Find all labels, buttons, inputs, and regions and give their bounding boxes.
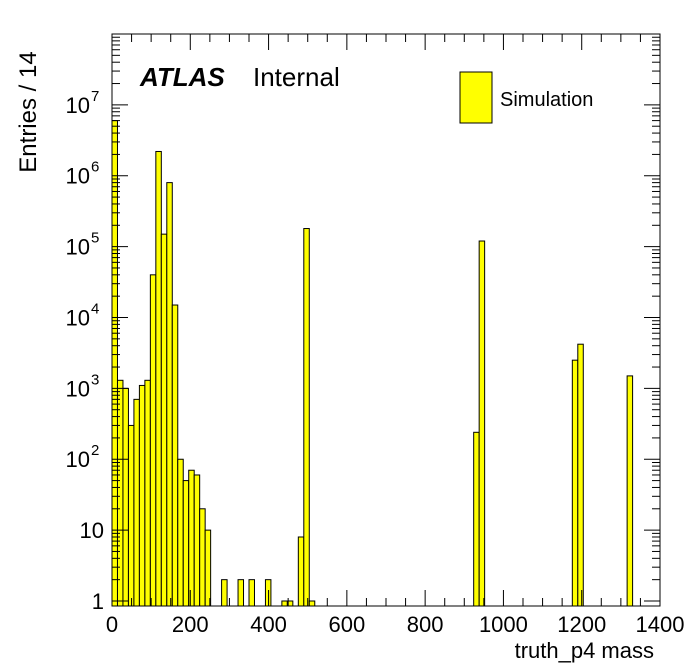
x-tick-label: 200 — [172, 612, 209, 637]
y-tick-label: 10 5 — [66, 230, 100, 260]
y-tick-label: 10 — [80, 518, 104, 543]
y-tick-label: 10 3 — [66, 371, 100, 401]
histogram-bar — [171, 304, 179, 607]
histogram-bar — [473, 431, 480, 607]
y-tick-label-base: 10 — [66, 376, 90, 401]
y-tick-label-base: 10 — [66, 164, 90, 189]
x-tick-label: 600 — [328, 612, 365, 637]
histogram-bar — [149, 274, 157, 607]
y-tick-label: 10 7 — [66, 88, 100, 118]
y-tick-label: 1 — [92, 589, 104, 614]
histogram-bar — [182, 480, 190, 607]
y-tick-label: 10 6 — [66, 159, 100, 189]
y-tick-label-base: 10 — [66, 93, 90, 118]
histogram-bar — [303, 228, 310, 607]
y-tick-label-exponent: 3 — [91, 371, 99, 388]
legend-swatch — [459, 71, 493, 124]
y-tick-label-base: 10 — [80, 518, 104, 543]
histogram-bar — [221, 579, 228, 607]
x-tick-labels: 0 200 400 600 800 1000 1200 1400 — [106, 612, 685, 637]
histogram-bar — [204, 529, 212, 607]
histogram-bar — [281, 600, 288, 607]
x-tick-label: 1400 — [636, 612, 685, 637]
histogram-bar — [138, 384, 146, 607]
y-tick-label: 10 2 — [66, 442, 100, 472]
y-tick-label-base: 1 — [92, 589, 104, 614]
x-tick-label: 0 — [106, 612, 118, 637]
y-tick-label-exponent: 5 — [91, 230, 99, 247]
histogram-bar — [308, 600, 316, 607]
y-tick-label-exponent: 4 — [91, 300, 99, 317]
histogram-bar — [577, 343, 584, 607]
histogram-bar — [248, 579, 255, 607]
histogram-bar — [122, 387, 129, 607]
axis-ticks — [111, 33, 661, 606]
histogram-bar — [199, 508, 206, 607]
histogram-bar — [478, 240, 486, 607]
histogram-bar — [297, 536, 305, 607]
histogram-bar — [160, 233, 168, 607]
histogram-bar — [166, 182, 173, 607]
y-tick-label-exponent: 6 — [91, 159, 99, 176]
y-tick-label-base: 10 — [66, 235, 90, 260]
legend-entry-simulation: Simulation — [500, 89, 593, 111]
histogram-bar — [571, 359, 579, 607]
x-tick-label: 800 — [407, 612, 444, 637]
internal-label: Internal — [253, 62, 340, 92]
x-tick-label: 1000 — [479, 612, 528, 637]
y-tick-label: 10 4 — [66, 300, 100, 330]
x-tick-label: 1200 — [557, 612, 606, 637]
histogram-bar — [127, 424, 135, 607]
histogram-bar — [188, 469, 195, 607]
histogram-bar — [177, 458, 184, 607]
y-tick-label-exponent: 2 — [91, 442, 99, 459]
atlas-label: ATLAS — [139, 62, 225, 92]
x-tick-label: 400 — [250, 612, 287, 637]
y-axis-label: Entries / 14 — [15, 51, 42, 172]
histogram-bar — [144, 379, 151, 607]
y-tick-label-exponent: 7 — [91, 88, 99, 105]
y-tick-label-base: 10 — [66, 305, 90, 330]
y-tick-label-base: 10 — [66, 447, 90, 472]
histogram-bar — [133, 398, 140, 607]
histogram-bar — [155, 150, 162, 607]
histogram-bar — [626, 375, 634, 607]
histogram-bar — [116, 379, 124, 607]
histogram-bar — [193, 474, 201, 607]
histogram-bar — [237, 579, 245, 607]
x-axis-label: truth_p4 mass — [515, 638, 654, 663]
histogram-bars — [111, 120, 634, 607]
